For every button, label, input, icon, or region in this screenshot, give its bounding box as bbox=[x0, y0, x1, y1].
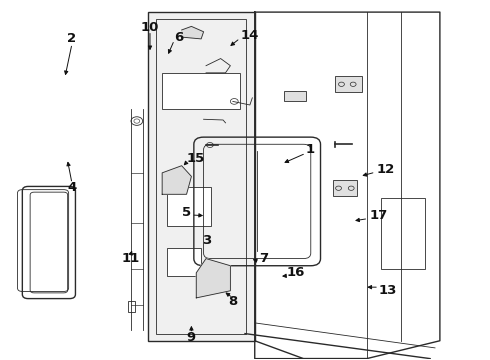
Text: 8: 8 bbox=[228, 295, 238, 308]
Bar bbox=[167, 248, 201, 276]
Bar bbox=[147, 12, 255, 341]
Bar bbox=[156, 18, 246, 334]
Text: 9: 9 bbox=[187, 331, 196, 344]
Polygon shape bbox=[162, 166, 192, 194]
Text: 5: 5 bbox=[182, 206, 192, 219]
Text: 12: 12 bbox=[376, 163, 395, 176]
Text: 3: 3 bbox=[202, 234, 211, 247]
Text: 6: 6 bbox=[174, 31, 184, 44]
Bar bbox=[284, 91, 306, 102]
Text: 2: 2 bbox=[68, 32, 76, 45]
Text: 17: 17 bbox=[369, 209, 388, 222]
Text: 4: 4 bbox=[68, 181, 76, 194]
Bar bbox=[335, 76, 362, 93]
Text: 15: 15 bbox=[187, 152, 205, 165]
Text: 16: 16 bbox=[287, 266, 305, 279]
Bar bbox=[167, 187, 211, 226]
Bar bbox=[162, 73, 240, 109]
Bar bbox=[128, 301, 135, 312]
Text: 13: 13 bbox=[379, 284, 397, 297]
Text: 7: 7 bbox=[260, 252, 269, 265]
Bar bbox=[333, 180, 357, 196]
Polygon shape bbox=[182, 26, 203, 39]
Text: 1: 1 bbox=[306, 143, 315, 156]
Text: 14: 14 bbox=[240, 29, 259, 42]
Text: 11: 11 bbox=[122, 252, 140, 265]
Bar bbox=[381, 198, 425, 269]
Text: 10: 10 bbox=[141, 21, 159, 33]
Polygon shape bbox=[196, 258, 230, 298]
